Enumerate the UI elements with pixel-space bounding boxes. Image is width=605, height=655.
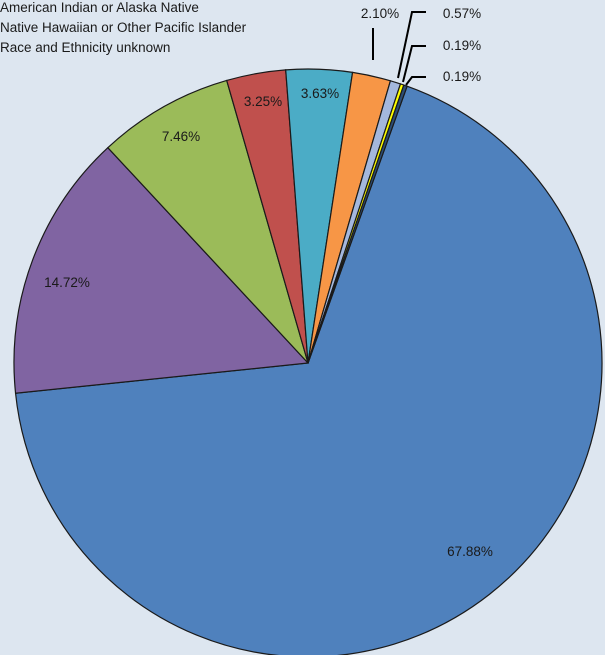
leader-line-6: [397, 11, 426, 79]
pie-slice-0: [14, 85, 603, 655]
pie-slice-8: [307, 84, 408, 364]
pie-label-3: 3.25%: [244, 94, 282, 109]
pie-label-5: 2.10%: [361, 6, 399, 21]
pie-label-6: 0.57%: [443, 6, 481, 21]
pie-label-1: 14.72%: [44, 275, 90, 290]
pie-slice-2: [106, 79, 309, 364]
leader-line-8: [405, 76, 426, 86]
pie-slice-1: [13, 146, 310, 394]
pie-label-8: 0.19%: [443, 69, 481, 84]
pie-label-7: 0.19%: [443, 38, 481, 53]
pie-label-2: 7.46%: [162, 129, 200, 144]
legend-entry-native-hawaiian: Native Hawaiian or Other Pacific Islande…: [0, 20, 247, 35]
legend-entry-american-indian: American Indian or Alaska Native: [0, 0, 199, 15]
leader-line-7: [402, 45, 426, 83]
pie-label-4: 3.63%: [301, 86, 339, 101]
pie-label-0: 67.88%: [447, 544, 493, 559]
legend-entry-unknown: Race and Ethnicity unknown: [0, 40, 171, 55]
